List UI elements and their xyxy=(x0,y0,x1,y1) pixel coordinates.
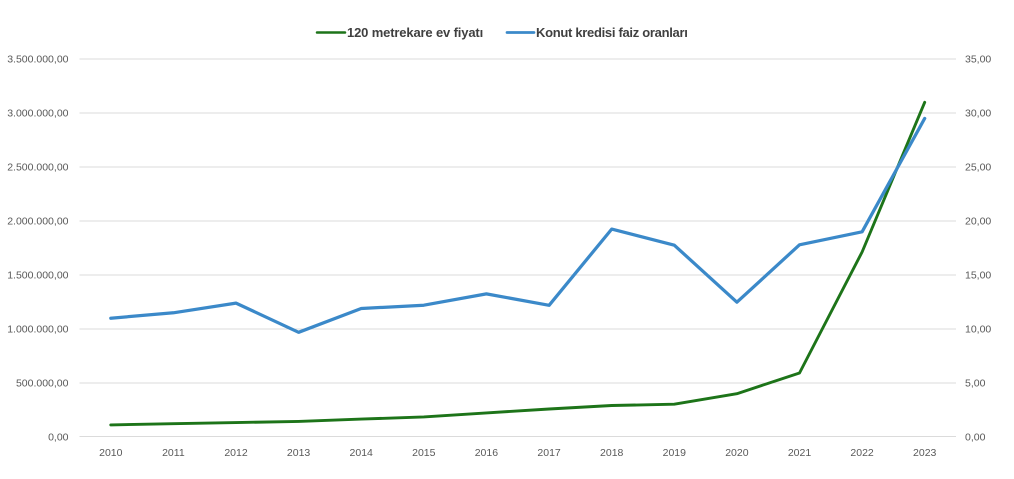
svg-text:20,00: 20,00 xyxy=(965,216,991,228)
svg-text:500.000,00: 500.000,00 xyxy=(16,378,69,390)
svg-text:2012: 2012 xyxy=(224,447,248,459)
svg-text:1.500.000,00: 1.500.000,00 xyxy=(7,270,68,282)
svg-text:2014: 2014 xyxy=(350,447,374,459)
svg-text:120 metrekare ev fiyatı: 120 metrekare ev fiyatı xyxy=(347,25,483,40)
svg-text:10,00: 10,00 xyxy=(965,324,991,336)
svg-text:2022: 2022 xyxy=(850,447,874,459)
svg-text:2019: 2019 xyxy=(663,447,687,459)
svg-text:30,00: 30,00 xyxy=(965,108,991,120)
svg-text:5,00: 5,00 xyxy=(965,378,986,390)
svg-text:3.000.000,00: 3.000.000,00 xyxy=(7,108,68,120)
svg-text:15,00: 15,00 xyxy=(965,270,991,282)
svg-text:2021: 2021 xyxy=(788,447,812,459)
svg-text:2.500.000,00: 2.500.000,00 xyxy=(7,162,68,174)
svg-text:2023: 2023 xyxy=(913,447,937,459)
svg-text:2.000.000,00: 2.000.000,00 xyxy=(7,216,68,228)
svg-text:Konut kredisi faiz oranları: Konut kredisi faiz oranları xyxy=(536,25,688,40)
svg-text:35,00: 35,00 xyxy=(965,54,991,66)
svg-text:2018: 2018 xyxy=(600,447,624,459)
svg-text:2016: 2016 xyxy=(475,447,499,459)
svg-text:2017: 2017 xyxy=(537,447,561,459)
svg-text:2010: 2010 xyxy=(99,447,123,459)
svg-text:0,00: 0,00 xyxy=(965,432,986,444)
svg-text:3.500.000,00: 3.500.000,00 xyxy=(7,54,68,66)
svg-text:0,00: 0,00 xyxy=(48,432,69,444)
svg-text:2020: 2020 xyxy=(725,447,749,459)
svg-text:2013: 2013 xyxy=(287,447,311,459)
svg-text:1.000.000,00: 1.000.000,00 xyxy=(7,324,68,336)
svg-text:25,00: 25,00 xyxy=(965,162,991,174)
svg-text:2015: 2015 xyxy=(412,447,436,459)
svg-text:2011: 2011 xyxy=(162,447,185,459)
